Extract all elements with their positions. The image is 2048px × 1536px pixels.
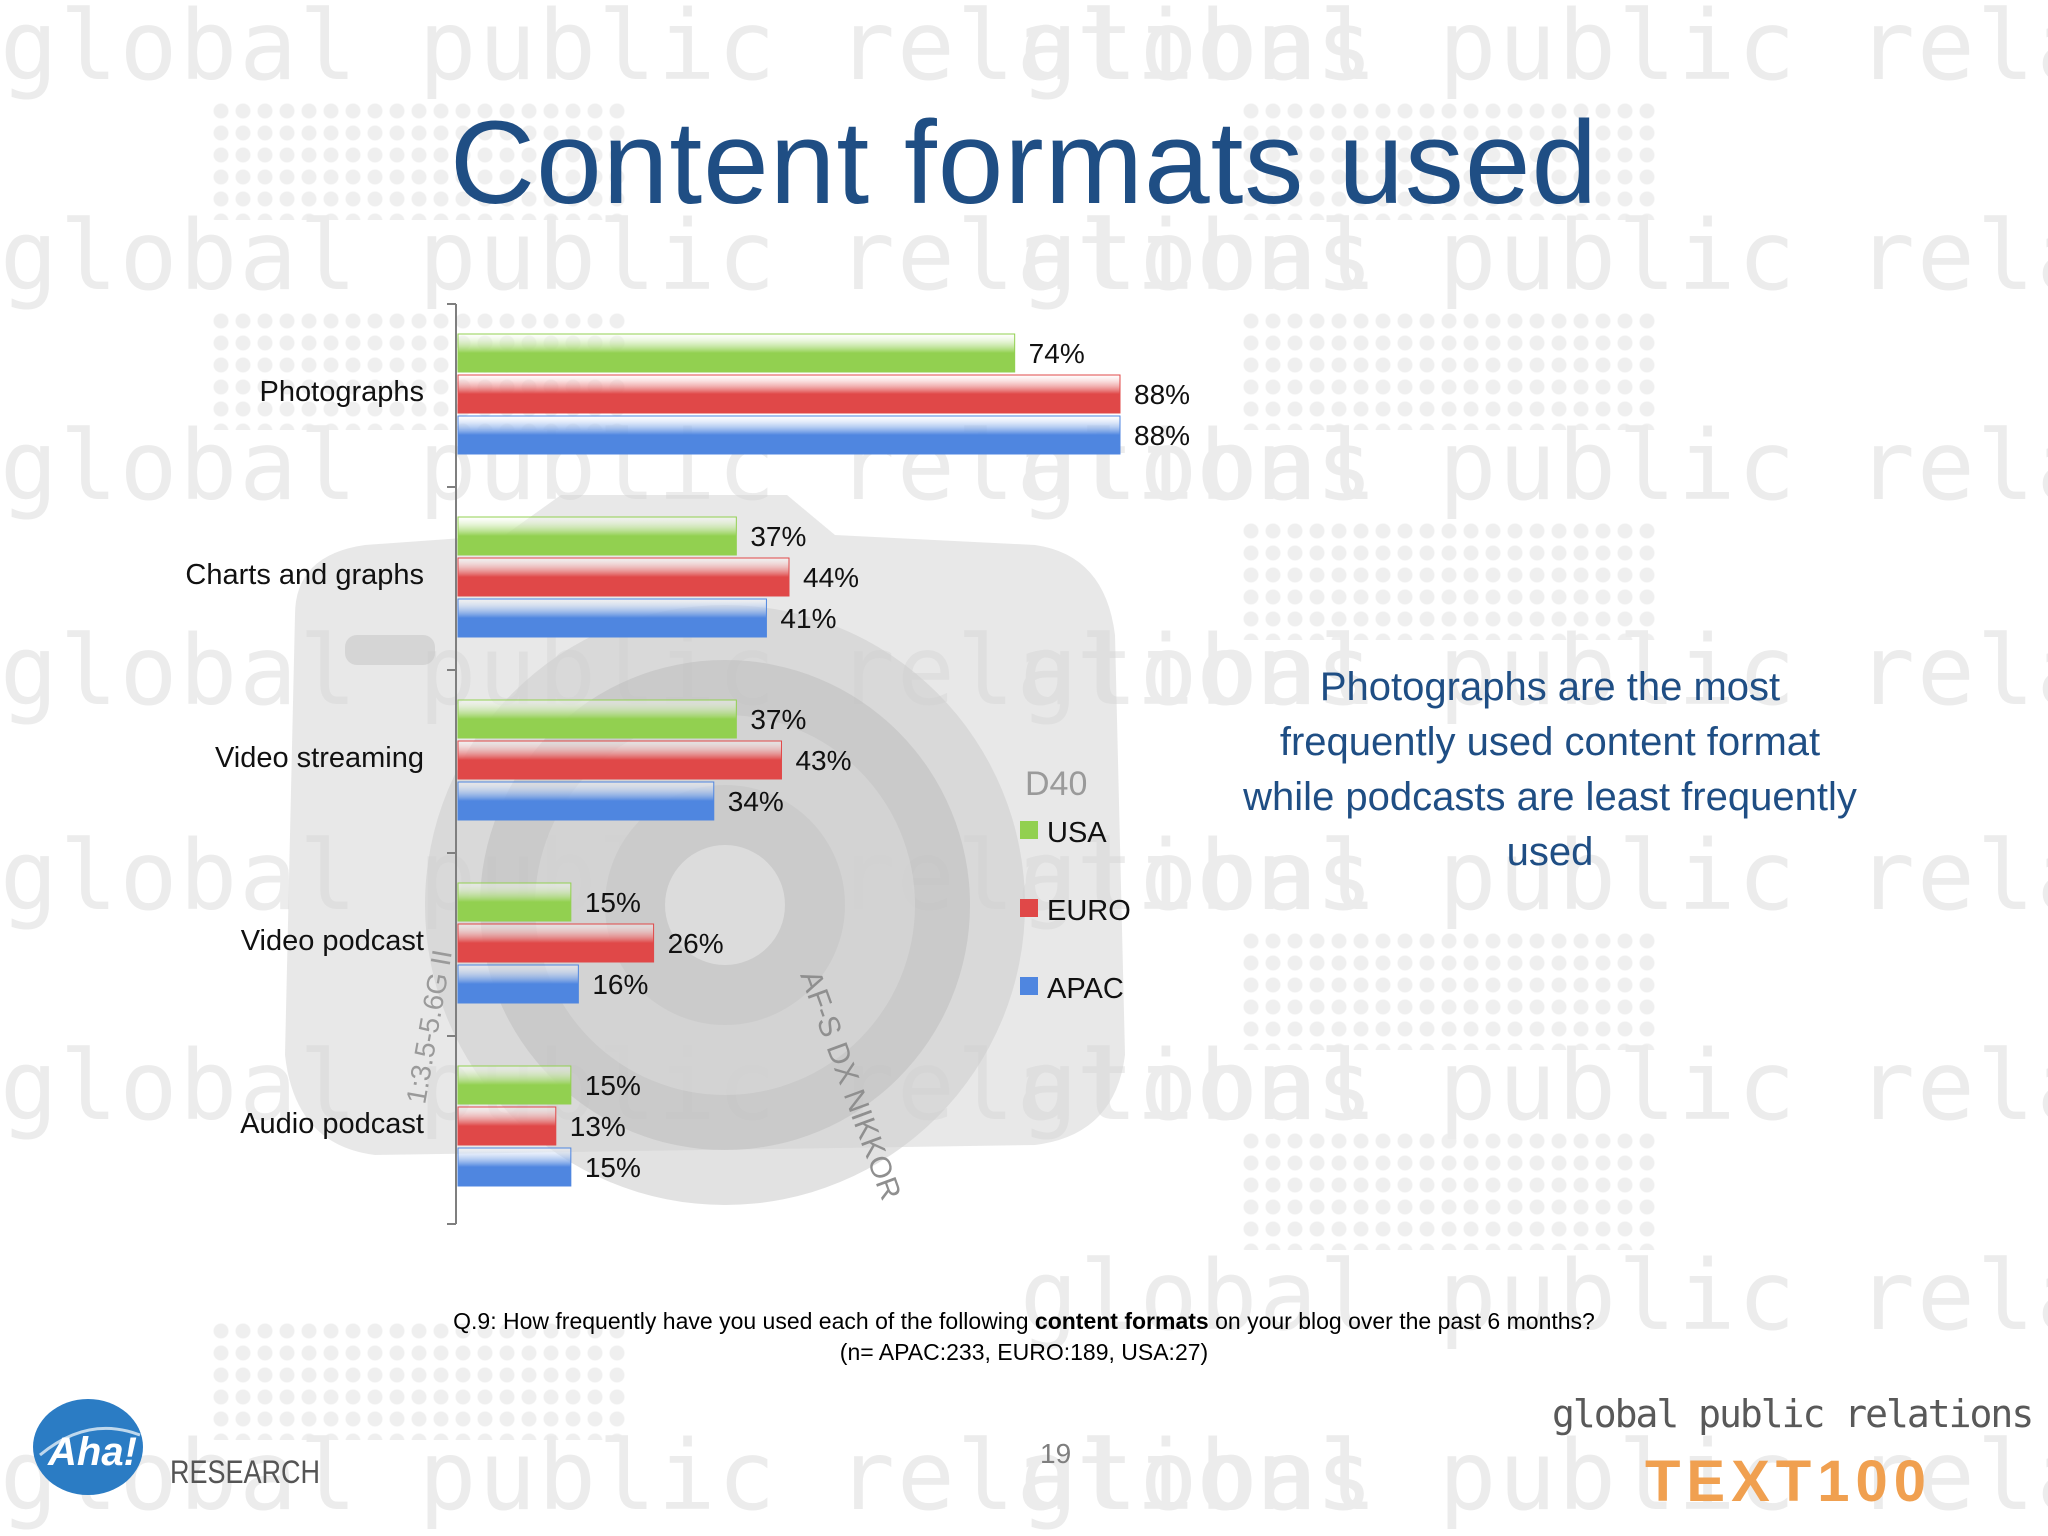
bar-usa	[457, 333, 1016, 373]
data-label: 15%	[585, 1152, 641, 1183]
data-label: 37%	[750, 704, 806, 735]
survey-footnote: Q.9: How frequently have you used each o…	[0, 1306, 2048, 1368]
data-label: 44%	[803, 562, 859, 593]
page-number: 19	[1040, 1438, 1072, 1469]
text100-brand: TEXT100	[1645, 1449, 1932, 1514]
watermark-text: global public relations	[1020, 1030, 2048, 1142]
data-label: 43%	[795, 745, 851, 776]
bar-euro	[457, 740, 782, 780]
camera-model-label: D40	[1025, 765, 1087, 803]
bar-usa	[457, 1065, 572, 1105]
bar-euro	[457, 923, 655, 963]
category-label: Charts and graphs	[185, 559, 424, 591]
aha-research-logo: Aha! RESEARCH	[33, 1399, 320, 1495]
watermark-text: global public relations	[1020, 1240, 2048, 1352]
legend-swatch-apac	[1020, 977, 1038, 995]
data-label: 74%	[1029, 338, 1085, 369]
data-label: 15%	[585, 887, 641, 918]
bar-usa	[457, 699, 737, 739]
data-label: 15%	[585, 1070, 641, 1101]
bar-euro	[457, 1106, 557, 1146]
legend-swatch-euro	[1020, 899, 1038, 917]
data-label: 34%	[728, 786, 784, 817]
bar-apac	[457, 1147, 572, 1187]
data-label: 13%	[570, 1111, 626, 1142]
watermark-text: global public relations	[0, 1420, 1376, 1532]
text100-tagline: global public relations	[1552, 1392, 2034, 1436]
watermark-text: global public relations	[1020, 820, 2048, 932]
watermark-dot-pattern	[1240, 100, 1660, 220]
aha-logo-mark: Aha!	[47, 1430, 137, 1474]
watermark-text: global public relations	[1020, 615, 2048, 727]
data-label: 41%	[780, 603, 836, 634]
survey-question: Q.9: How frequently have you used each o…	[0, 1306, 2048, 1337]
watermark-text: global public relations	[1020, 200, 2048, 312]
footnote-text: Q.9: How frequently have you used each o…	[453, 1308, 1035, 1334]
watermark-text: global public relations	[0, 200, 1376, 312]
data-label: 26%	[668, 928, 724, 959]
chart-axis	[447, 303, 457, 1225]
watermark-text: global public relations	[1020, 1420, 2048, 1532]
text100-logo: TEXT100	[1645, 1449, 1932, 1514]
category-label: Video streaming	[215, 742, 424, 774]
chart-labels: Photographs 74% 88% 88% Charts and graphs 37%…	[185, 338, 1190, 1183]
footnote-text: on your blog over the past 6 months?	[1208, 1308, 1595, 1334]
footnote-bold-text: content formats	[1034, 1308, 1209, 1334]
aha-logo-word: RESEARCH	[170, 1454, 320, 1490]
category-label: Photographs	[260, 376, 424, 408]
slide-title: Content formats used	[449, 97, 1599, 229]
bar-apac	[457, 964, 579, 1004]
watermark-dot-pattern	[1240, 930, 1660, 1050]
callout-text: Photographs are the most frequently used…	[1243, 665, 1857, 874]
data-label: 37%	[750, 521, 806, 552]
data-label: 88%	[1134, 379, 1190, 410]
bar-apac	[457, 415, 1121, 455]
legend-label-usa: USA	[1047, 817, 1107, 849]
watermark-text: global public relations	[1020, 0, 2048, 102]
bar-usa	[457, 516, 737, 556]
bar-apac	[457, 598, 767, 638]
bar-apac	[457, 781, 715, 821]
sample-size: (n= APAC:233, EURO:189, USA:27)	[839, 1339, 1209, 1365]
watermark-text: global public relations	[1020, 410, 2048, 522]
watermark-dot-pattern	[1240, 520, 1660, 640]
watermark-text: global public relations	[0, 0, 1376, 102]
watermark-dot-pattern	[1240, 1130, 1660, 1250]
chart-bars	[457, 333, 1121, 1187]
watermark-dot-pattern	[1240, 310, 1660, 430]
bar-euro	[457, 557, 790, 597]
data-label: 88%	[1134, 420, 1190, 451]
category-label: Audio podcast	[240, 1108, 424, 1140]
bar-euro	[457, 374, 1121, 414]
watermark-dot-pattern	[210, 100, 630, 220]
category-label: Video podcast	[241, 925, 424, 957]
legend-swatch-usa	[1020, 821, 1038, 839]
legend-label-apac: APAC	[1047, 973, 1124, 1005]
data-label: 16%	[592, 969, 648, 1000]
legend-label-euro: EURO	[1047, 895, 1131, 927]
bar-usa	[457, 882, 572, 922]
chart-legend: USA EURO APAC	[1020, 817, 1131, 1005]
watermark-dot-pattern	[210, 1320, 630, 1440]
